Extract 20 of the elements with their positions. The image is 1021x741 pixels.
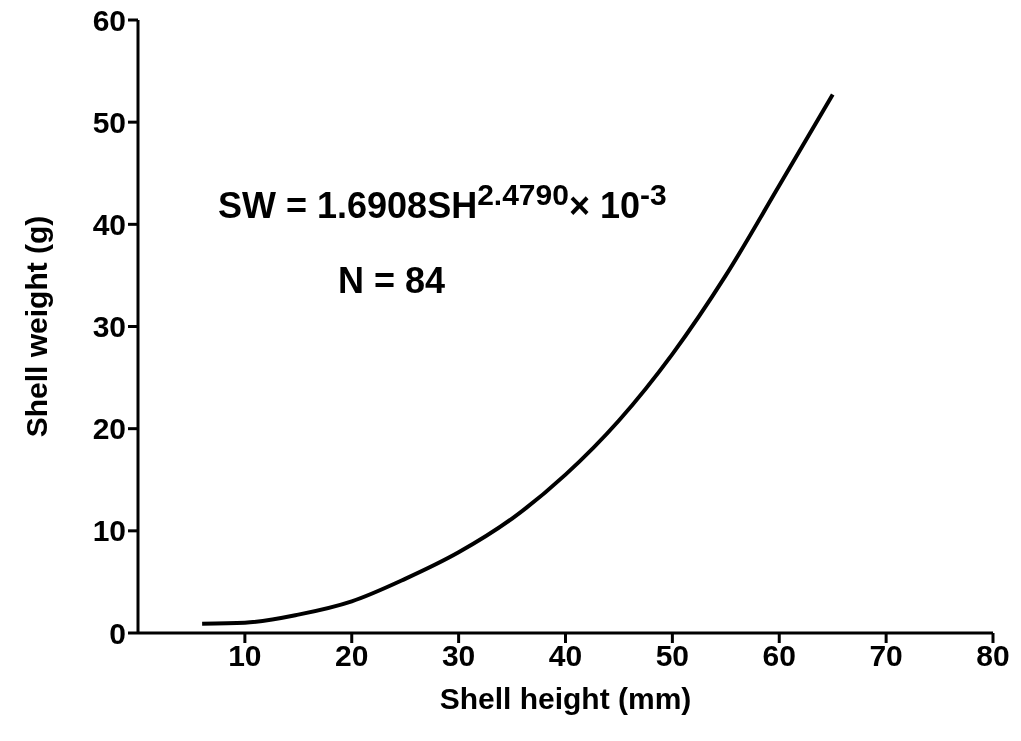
y-tick-label: 0 — [109, 616, 126, 650]
y-tick-label: 10 — [92, 514, 126, 548]
y-tick-label: 50 — [92, 105, 126, 139]
x-tick-label: 70 — [869, 639, 903, 673]
y-axis-title: Shell weight (g) — [19, 215, 53, 438]
x-tick-label: 10 — [228, 639, 262, 673]
x-tick-label: 40 — [548, 639, 583, 673]
y-tick-label: 60 — [92, 3, 126, 37]
y-tick-label: 40 — [92, 207, 126, 241]
annotation: N = 84 — [338, 260, 446, 302]
x-tick-label: 60 — [762, 639, 796, 673]
x-axis-title: Shell height (mm) — [439, 682, 692, 715]
line-series — [200, 92, 835, 626]
x-tick-label: 80 — [976, 639, 1010, 673]
x-tick-label: 20 — [335, 639, 369, 673]
annotation: SW = 1.6908SH$^{2.4790}$× 10$^{-3}$ — [218, 178, 667, 227]
x-tick-label: 30 — [441, 639, 476, 673]
y-tick-label: 30 — [92, 310, 126, 344]
x-tick-label: 50 — [655, 639, 690, 673]
y-tick-label: 20 — [92, 412, 126, 446]
